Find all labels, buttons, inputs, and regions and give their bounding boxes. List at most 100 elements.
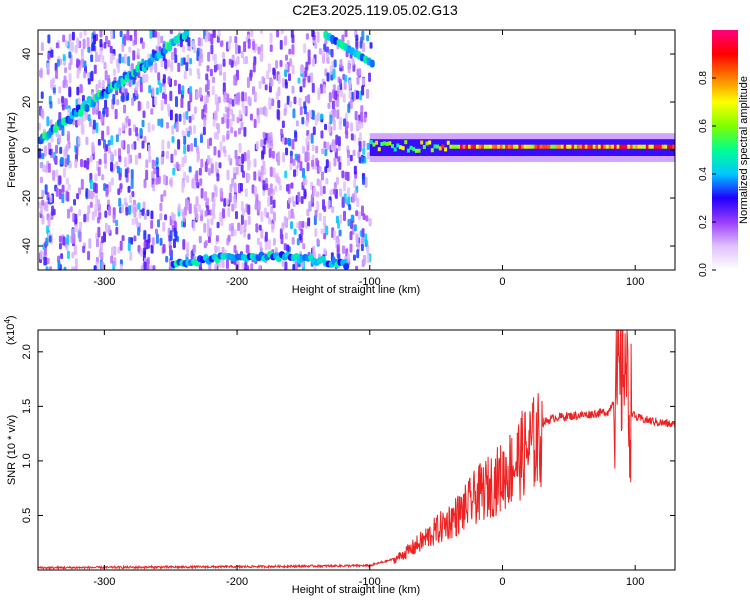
noise-cell	[157, 31, 161, 39]
carrier-cell	[481, 144, 485, 149]
noise-cell	[121, 43, 125, 52]
noise-cell	[272, 199, 276, 209]
noise-cell	[267, 196, 271, 207]
noise-cell	[362, 147, 366, 155]
noise-cell	[307, 94, 311, 104]
noise-cell	[325, 159, 329, 169]
noise-cell	[61, 104, 65, 111]
noise-cell	[240, 121, 244, 131]
noise-cell	[305, 33, 309, 40]
noise-cell	[247, 96, 251, 105]
noise-cell	[343, 181, 347, 192]
noise-cell	[270, 206, 274, 215]
noise-cell	[272, 211, 276, 222]
noise-cell	[223, 91, 227, 100]
noise-cell	[63, 75, 67, 86]
noise-cell	[291, 138, 295, 150]
noise-cell	[266, 70, 270, 80]
noise-cell	[241, 262, 245, 269]
noise-cell	[322, 185, 326, 195]
noise-cell	[149, 264, 153, 270]
noise-cell	[117, 188, 121, 196]
noise-cell	[235, 166, 239, 175]
noise-cell	[308, 200, 312, 212]
noise-cell	[320, 171, 324, 181]
noise-cell	[344, 171, 348, 181]
noise-cell	[159, 237, 163, 246]
noise-cell	[289, 58, 293, 67]
carrier-cell	[555, 144, 559, 149]
noise-cell	[235, 57, 239, 64]
noise-cell	[145, 73, 149, 83]
noise-cell	[210, 44, 214, 55]
noise-cell	[68, 51, 72, 59]
noise-cell	[298, 220, 302, 231]
carrier-cell	[425, 141, 429, 146]
noise-cell	[177, 62, 181, 73]
noise-cell	[111, 246, 115, 257]
noise-cell	[99, 47, 103, 57]
noise-cell	[349, 154, 353, 162]
noise-cell	[181, 182, 185, 193]
noise-cell	[243, 41, 247, 53]
noise-cell	[356, 242, 360, 252]
noise-cell	[330, 48, 334, 58]
noise-cell	[199, 48, 203, 59]
carrier-cell	[513, 144, 517, 149]
snr-x-label: Height of straight line (km)	[292, 584, 420, 596]
noise-cell	[307, 56, 311, 65]
noise-cell	[299, 86, 303, 93]
noise-cell	[310, 193, 314, 203]
noise-cell	[108, 205, 112, 216]
noise-cell	[101, 80, 105, 88]
noise-cell	[165, 150, 169, 160]
y-tick-label: 1.0	[21, 453, 33, 468]
noise-cell	[211, 85, 215, 96]
noise-cell	[368, 72, 372, 83]
noise-cell	[97, 79, 101, 89]
noise-cell	[289, 100, 293, 108]
noise-cell	[302, 145, 306, 154]
noise-cell	[45, 237, 49, 247]
noise-cell	[55, 169, 59, 178]
carrier-cell	[640, 144, 644, 149]
noise-cell	[259, 241, 263, 249]
noise-cell	[328, 92, 332, 103]
noise-cell	[110, 30, 114, 40]
noise-cell	[258, 224, 262, 231]
noise-cell	[49, 101, 53, 109]
noise-cell	[192, 220, 196, 232]
noise-cell	[260, 228, 264, 239]
noise-cell	[210, 33, 214, 45]
noise-cell	[341, 170, 345, 179]
noise-cell	[276, 30, 280, 38]
carrier-cell	[486, 144, 490, 149]
noise-cell	[157, 79, 161, 86]
noise-cell	[219, 188, 223, 198]
noise-cell	[170, 51, 174, 61]
noise-cell	[48, 148, 52, 156]
noise-cell	[314, 42, 318, 49]
noise-cell	[157, 72, 161, 81]
noise-cell	[317, 87, 321, 97]
noise-cell	[310, 72, 314, 84]
noise-cell	[314, 228, 318, 237]
noise-cell	[271, 223, 275, 233]
noise-cell	[331, 114, 335, 122]
noise-cell	[352, 149, 356, 157]
noise-cell	[349, 99, 353, 110]
noise-cell	[86, 37, 90, 48]
noise-cell	[264, 107, 268, 117]
noise-cell	[366, 254, 370, 264]
noise-cell	[353, 224, 357, 232]
noise-cell	[103, 183, 107, 191]
noise-cell	[209, 157, 213, 165]
noise-cell	[85, 136, 89, 145]
carrier-cell	[664, 144, 668, 149]
noise-cell	[304, 95, 308, 103]
noise-cell	[293, 169, 297, 177]
carrier-cell	[542, 144, 546, 149]
spectrogram-x-axis: -300 -200 -100 0 100	[93, 30, 644, 288]
noise-cell	[271, 98, 275, 107]
